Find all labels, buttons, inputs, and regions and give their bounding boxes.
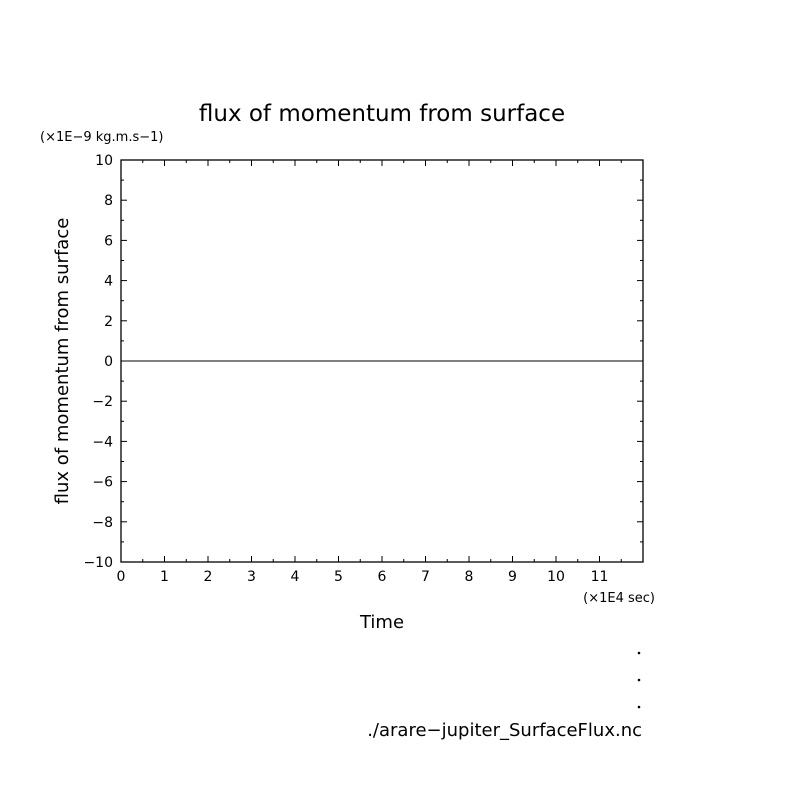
y-tick-label: 0 (104, 354, 113, 370)
x-tick-label: 1 (160, 569, 169, 585)
y-tick-label: −6 (92, 475, 113, 491)
y-tick-label: −8 (92, 515, 113, 531)
x-tick-label: 2 (204, 569, 213, 585)
x-tick-labels: 0 1 2 3 4 5 6 7 8 9 10 11 (117, 569, 609, 585)
y-tick-label: 10 (95, 153, 113, 169)
x-tick-label: 4 (291, 569, 300, 585)
x-tick-label: 3 (247, 569, 256, 585)
x-unit-label: (×1E4 sec) (583, 591, 655, 606)
y-tick-label: −2 (92, 394, 113, 410)
file-label: ./arare−jupiter_SurfaceFlux.nc (367, 720, 642, 741)
y-tick-label: 6 (104, 233, 113, 249)
x-tick-label: 8 (465, 569, 474, 585)
dot-marker (637, 651, 641, 655)
y-tick-label: 2 (104, 314, 113, 330)
x-tick-label: 7 (421, 569, 430, 585)
y-tick-label: 8 (104, 193, 113, 209)
y-tick-label: −4 (92, 434, 113, 450)
y-ticks (121, 159, 643, 563)
y-tick-label: 4 (104, 274, 113, 290)
y-tick-label: −10 (83, 555, 113, 571)
dot-marker (637, 705, 641, 709)
x-axis-label: Time (359, 612, 404, 633)
y-axis-label: flux of momentum from surface (52, 218, 73, 505)
x-tick-label: 6 (378, 569, 387, 585)
x-tick-label: 5 (334, 569, 343, 585)
x-ticks (120, 160, 644, 562)
chart-title: flux of momentum from surface (199, 101, 565, 127)
x-tick-label: 11 (591, 569, 609, 585)
y-unit-label: (×1E−9 kg.m.s−1) (40, 130, 163, 145)
y-tick-labels: −10 −8 −6 −4 −2 0 2 4 6 8 10 (83, 153, 113, 571)
x-tick-label: 0 (117, 569, 126, 585)
dot-marker (637, 678, 641, 682)
x-tick-label: 10 (547, 569, 565, 585)
x-tick-label: 9 (508, 569, 517, 585)
